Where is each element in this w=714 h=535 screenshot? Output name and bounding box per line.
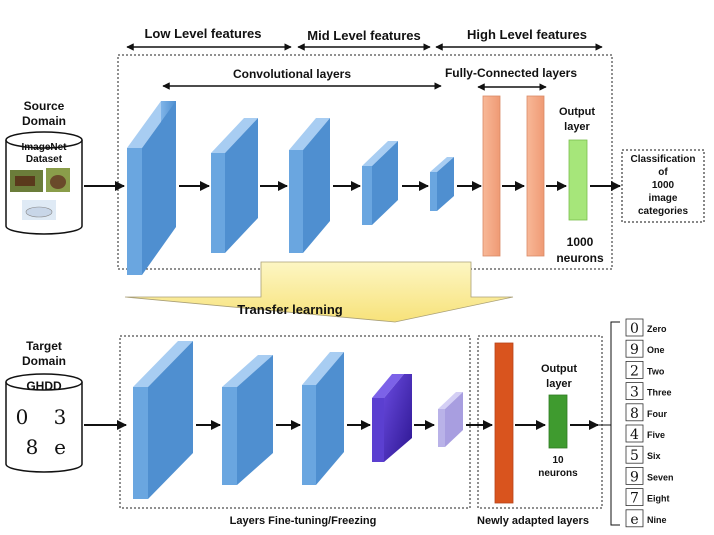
source-domain-label-1: Source: [24, 99, 65, 113]
ghdd-sample-1: 0: [16, 405, 29, 429]
digit-sample-glyph: 4: [630, 427, 639, 443]
target-conv-block-5: [438, 392, 463, 447]
digit-sample-glyph: 2: [630, 363, 639, 379]
target-conv-block-3: [302, 352, 344, 485]
source-output-label-1: Output: [559, 106, 595, 118]
digit-class-zero: 0 Zero: [625, 318, 667, 337]
low-level-header: Low Level features: [144, 26, 261, 41]
digit-sample-glyph: 0: [630, 321, 639, 337]
classification-line-3: 1000: [652, 180, 675, 191]
digit-class-label: Zero: [647, 324, 667, 334]
digit-class-four: 8 Four: [625, 403, 667, 422]
classification-line-5: categories: [638, 206, 688, 217]
target-conv-block-1: [133, 341, 193, 499]
digit-sample-glyph: 9: [630, 342, 639, 358]
classification-line-4: image: [649, 193, 678, 204]
finetune-label: Layers Fine-tuning/Freezing: [230, 515, 377, 527]
target-domain-label-2: Domain: [22, 354, 66, 368]
digit-class-eight: 7 Eight: [625, 488, 670, 507]
digit-class-nine: e Nine: [625, 509, 667, 528]
target-conv-block-4: [372, 374, 412, 462]
source-fc-layer-1: [482, 95, 501, 257]
digit-sample-glyph: 9: [630, 469, 639, 485]
source-network-box: [117, 54, 613, 270]
classification-box: [621, 149, 705, 223]
digit-sample-box: [625, 339, 644, 358]
digit-sample-glyph: 5: [630, 448, 639, 464]
digit-sample-glyph: 3: [630, 385, 639, 401]
source-domain-label-2: Domain: [22, 114, 66, 128]
ghdd-database-icon: [5, 373, 83, 473]
source-conv-block-4: [362, 141, 398, 225]
digit-class-list: 0 Zero 9 One 2 Two 3 Three 8 Four 4 Five 5 Six 9 Seven 7…: [625, 318, 674, 528]
mid-level-header: Mid Level features: [307, 28, 420, 43]
digit-sample-box: [625, 445, 644, 464]
digit-sample-box: [625, 382, 644, 401]
transfer-learning-label: Transfer learning: [237, 302, 343, 317]
target-conv-block-2: [222, 355, 273, 485]
digit-class-two: 2 Two: [625, 360, 665, 379]
imagenet-dataset-label: Dataset: [26, 154, 63, 165]
imagenet-database-icon: [5, 131, 83, 235]
digit-class-three: 3 Three: [625, 382, 672, 401]
ghdd-sample-3: 8: [26, 435, 39, 459]
high-level-header: High Level features: [467, 27, 587, 42]
fc-layers-label: Fully-Connected layers: [445, 66, 577, 80]
target-output-label-2: layer: [546, 378, 572, 390]
digit-class-label: Three: [647, 388, 672, 398]
target-neurons-label: neurons: [538, 468, 578, 479]
source-fc-layer-2: [526, 95, 545, 257]
digit-sample-glyph: 7: [630, 491, 639, 507]
digit-sample-box: [625, 360, 644, 379]
digit-class-label: Seven: [647, 472, 674, 482]
digit-class-label: Four: [647, 409, 667, 419]
digit-class-label: Six: [647, 451, 661, 461]
source-conv-block-2: [211, 118, 258, 253]
target-domain-label-1: Target: [26, 339, 62, 353]
digit-sample-box: [625, 424, 644, 443]
target-new-fc-layer: [494, 342, 514, 504]
digit-class-five: 4 Five: [625, 424, 665, 443]
source-conv-block-5: [430, 157, 454, 211]
classification-line-2: of: [658, 167, 668, 178]
target-neurons-count: 10: [552, 455, 564, 466]
digit-class-seven: 9 Seven: [625, 466, 674, 485]
digit-class-six: 5 Six: [625, 445, 661, 464]
digit-class-label: One: [647, 345, 665, 355]
digit-classes-bracket: [610, 321, 620, 526]
classification-line-1: Classification: [630, 154, 695, 165]
transfer-learning-arrow: [124, 261, 514, 323]
ghdd-sample-4: e: [54, 435, 66, 459]
ghdd-label: GHDD: [26, 379, 62, 393]
digit-sample-box: [625, 403, 644, 422]
ghdd-sample-2: 3: [54, 405, 67, 429]
digit-sample-box: [625, 318, 644, 337]
source-neurons-count: 1000: [567, 235, 594, 249]
conv-layers-label: Convolutional layers: [233, 67, 351, 81]
digit-sample-box: [625, 466, 644, 485]
source-neurons-label: neurons: [556, 251, 604, 265]
imagenet-label: ImageNet: [21, 142, 67, 153]
digit-sample-glyph: e: [630, 512, 638, 528]
digit-sample-glyph: 8: [630, 406, 639, 422]
source-output-layer: [568, 139, 588, 221]
source-conv-block-1: [127, 101, 176, 275]
digit-class-one: 9 One: [625, 339, 665, 358]
target-output-label-1: Output: [541, 363, 577, 375]
digit-sample-box: [625, 509, 644, 528]
adapted-layers-box: [477, 335, 603, 509]
adapted-layers-label: Newly adapted layers: [477, 515, 589, 527]
digit-class-label: Eight: [647, 494, 670, 504]
target-output-layer: [548, 394, 568, 449]
digit-class-label: Five: [647, 430, 665, 440]
source-output-label-2: layer: [564, 121, 590, 133]
source-conv-block-3: [289, 118, 330, 253]
digit-class-label: Two: [647, 366, 665, 376]
digit-class-label: Nine: [647, 515, 667, 525]
digit-sample-box: [625, 488, 644, 507]
